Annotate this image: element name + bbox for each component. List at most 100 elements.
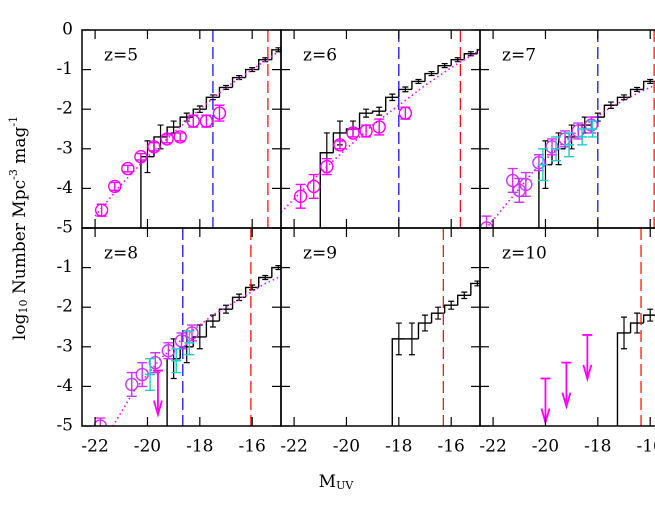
data-point	[125, 377, 139, 392]
data-point	[199, 114, 214, 128]
histogram-bin	[463, 53, 478, 60]
panel-frame	[479, 227, 655, 427]
histogram-bin	[271, 49, 281, 60]
panel-label: z=7	[502, 46, 536, 66]
histogram-error	[422, 314, 429, 332]
y-tick-label: -5	[56, 416, 73, 436]
panel-label: z=10	[502, 244, 547, 264]
x-tick-label: -16	[438, 437, 465, 457]
data-point	[519, 177, 533, 192]
data-point	[186, 114, 200, 128]
histogram-error	[415, 78, 422, 85]
upper-limit	[540, 377, 551, 426]
histogram-bin	[616, 96, 631, 106]
panel-content	[94, 30, 281, 228]
point-error	[135, 152, 146, 161]
histogram-bin	[285, 264, 298, 426]
point-error	[95, 417, 106, 426]
point-error	[162, 134, 173, 144]
x-tick-label: -18	[186, 437, 213, 457]
histogram-error	[196, 324, 203, 350]
panel-content	[540, 228, 655, 426]
data-point	[134, 150, 148, 164]
histogram-bin	[476, 49, 480, 54]
point-error	[348, 128, 359, 138]
histogram-error	[408, 322, 415, 356]
data-point	[93, 419, 108, 426]
point-error	[308, 173, 319, 199]
data-point	[161, 344, 176, 358]
histogram-error	[262, 274, 269, 281]
x-tick-label: -22	[81, 437, 108, 457]
histogram-bin	[450, 59, 465, 66]
histogram-bin	[205, 96, 220, 110]
histogram-error	[428, 70, 435, 77]
x-tick-label: -22	[479, 437, 506, 457]
data-point	[94, 203, 109, 217]
data-point	[212, 106, 227, 120]
point-error	[163, 342, 174, 360]
histogram-error	[389, 93, 396, 102]
data-point	[532, 155, 546, 170]
histogram-bin	[603, 104, 618, 118]
data-point	[173, 130, 187, 144]
histogram-error	[262, 57, 269, 63]
histogram-error	[621, 316, 628, 350]
data-point	[359, 124, 373, 138]
point-error	[126, 371, 137, 397]
point-error	[149, 142, 160, 152]
x-tick-label: -20	[134, 437, 161, 457]
data-point	[333, 138, 347, 152]
data-point	[480, 221, 494, 228]
y-tick-label: -2	[56, 297, 73, 317]
y-tick-label: -4	[56, 178, 73, 198]
data-point	[293, 189, 308, 204]
data-point	[372, 120, 386, 134]
y-tick-label: -1	[56, 257, 73, 277]
histogram-bin	[166, 126, 181, 137]
histogram-error	[157, 124, 164, 150]
histogram-error	[236, 74, 243, 81]
panel-border	[479, 227, 655, 427]
histogram-bin	[231, 76, 246, 88]
histogram-bin	[258, 59, 272, 70]
histogram-error	[647, 78, 654, 85]
histogram-bin	[371, 110, 386, 114]
y-tick-label: -3	[56, 336, 73, 356]
data-point	[121, 161, 135, 176]
data-point	[398, 106, 413, 120]
histogram-error	[634, 86, 641, 92]
panel-label: z=9	[303, 244, 337, 264]
histogram-bin	[205, 320, 220, 337]
data-point	[545, 140, 559, 154]
data-point	[185, 326, 199, 340]
panel-content	[391, 228, 493, 426]
histogram-error	[435, 306, 442, 320]
histogram-error	[209, 314, 216, 328]
histogram-bin	[358, 112, 373, 129]
y-tick-label: -3	[56, 138, 73, 158]
point-error	[520, 171, 531, 198]
histogram-bin	[244, 286, 259, 298]
histogram-bin	[437, 64, 452, 74]
histogram-bin	[616, 332, 631, 426]
data-point	[147, 140, 161, 154]
histogram-bin	[629, 88, 644, 98]
panel-label: z=8	[104, 244, 138, 264]
fit-curve	[112, 275, 281, 426]
x-tick-label: -20	[532, 437, 559, 457]
y-axis-label: log10 Number Mpc-3 mag-1	[7, 116, 30, 340]
y-tick-label: -1	[56, 59, 73, 79]
fit-curve	[94, 51, 279, 217]
panel-label: z=5	[104, 46, 138, 66]
histogram-error	[487, 274, 493, 278]
histogram-error	[402, 86, 409, 93]
point-error	[186, 324, 197, 342]
data-point	[148, 355, 163, 370]
histogram-bin	[218, 86, 233, 98]
histogram-bin	[642, 80, 655, 90]
data-point	[584, 118, 598, 132]
histogram-bin	[385, 96, 399, 112]
y-tick-label: -4	[56, 376, 73, 396]
